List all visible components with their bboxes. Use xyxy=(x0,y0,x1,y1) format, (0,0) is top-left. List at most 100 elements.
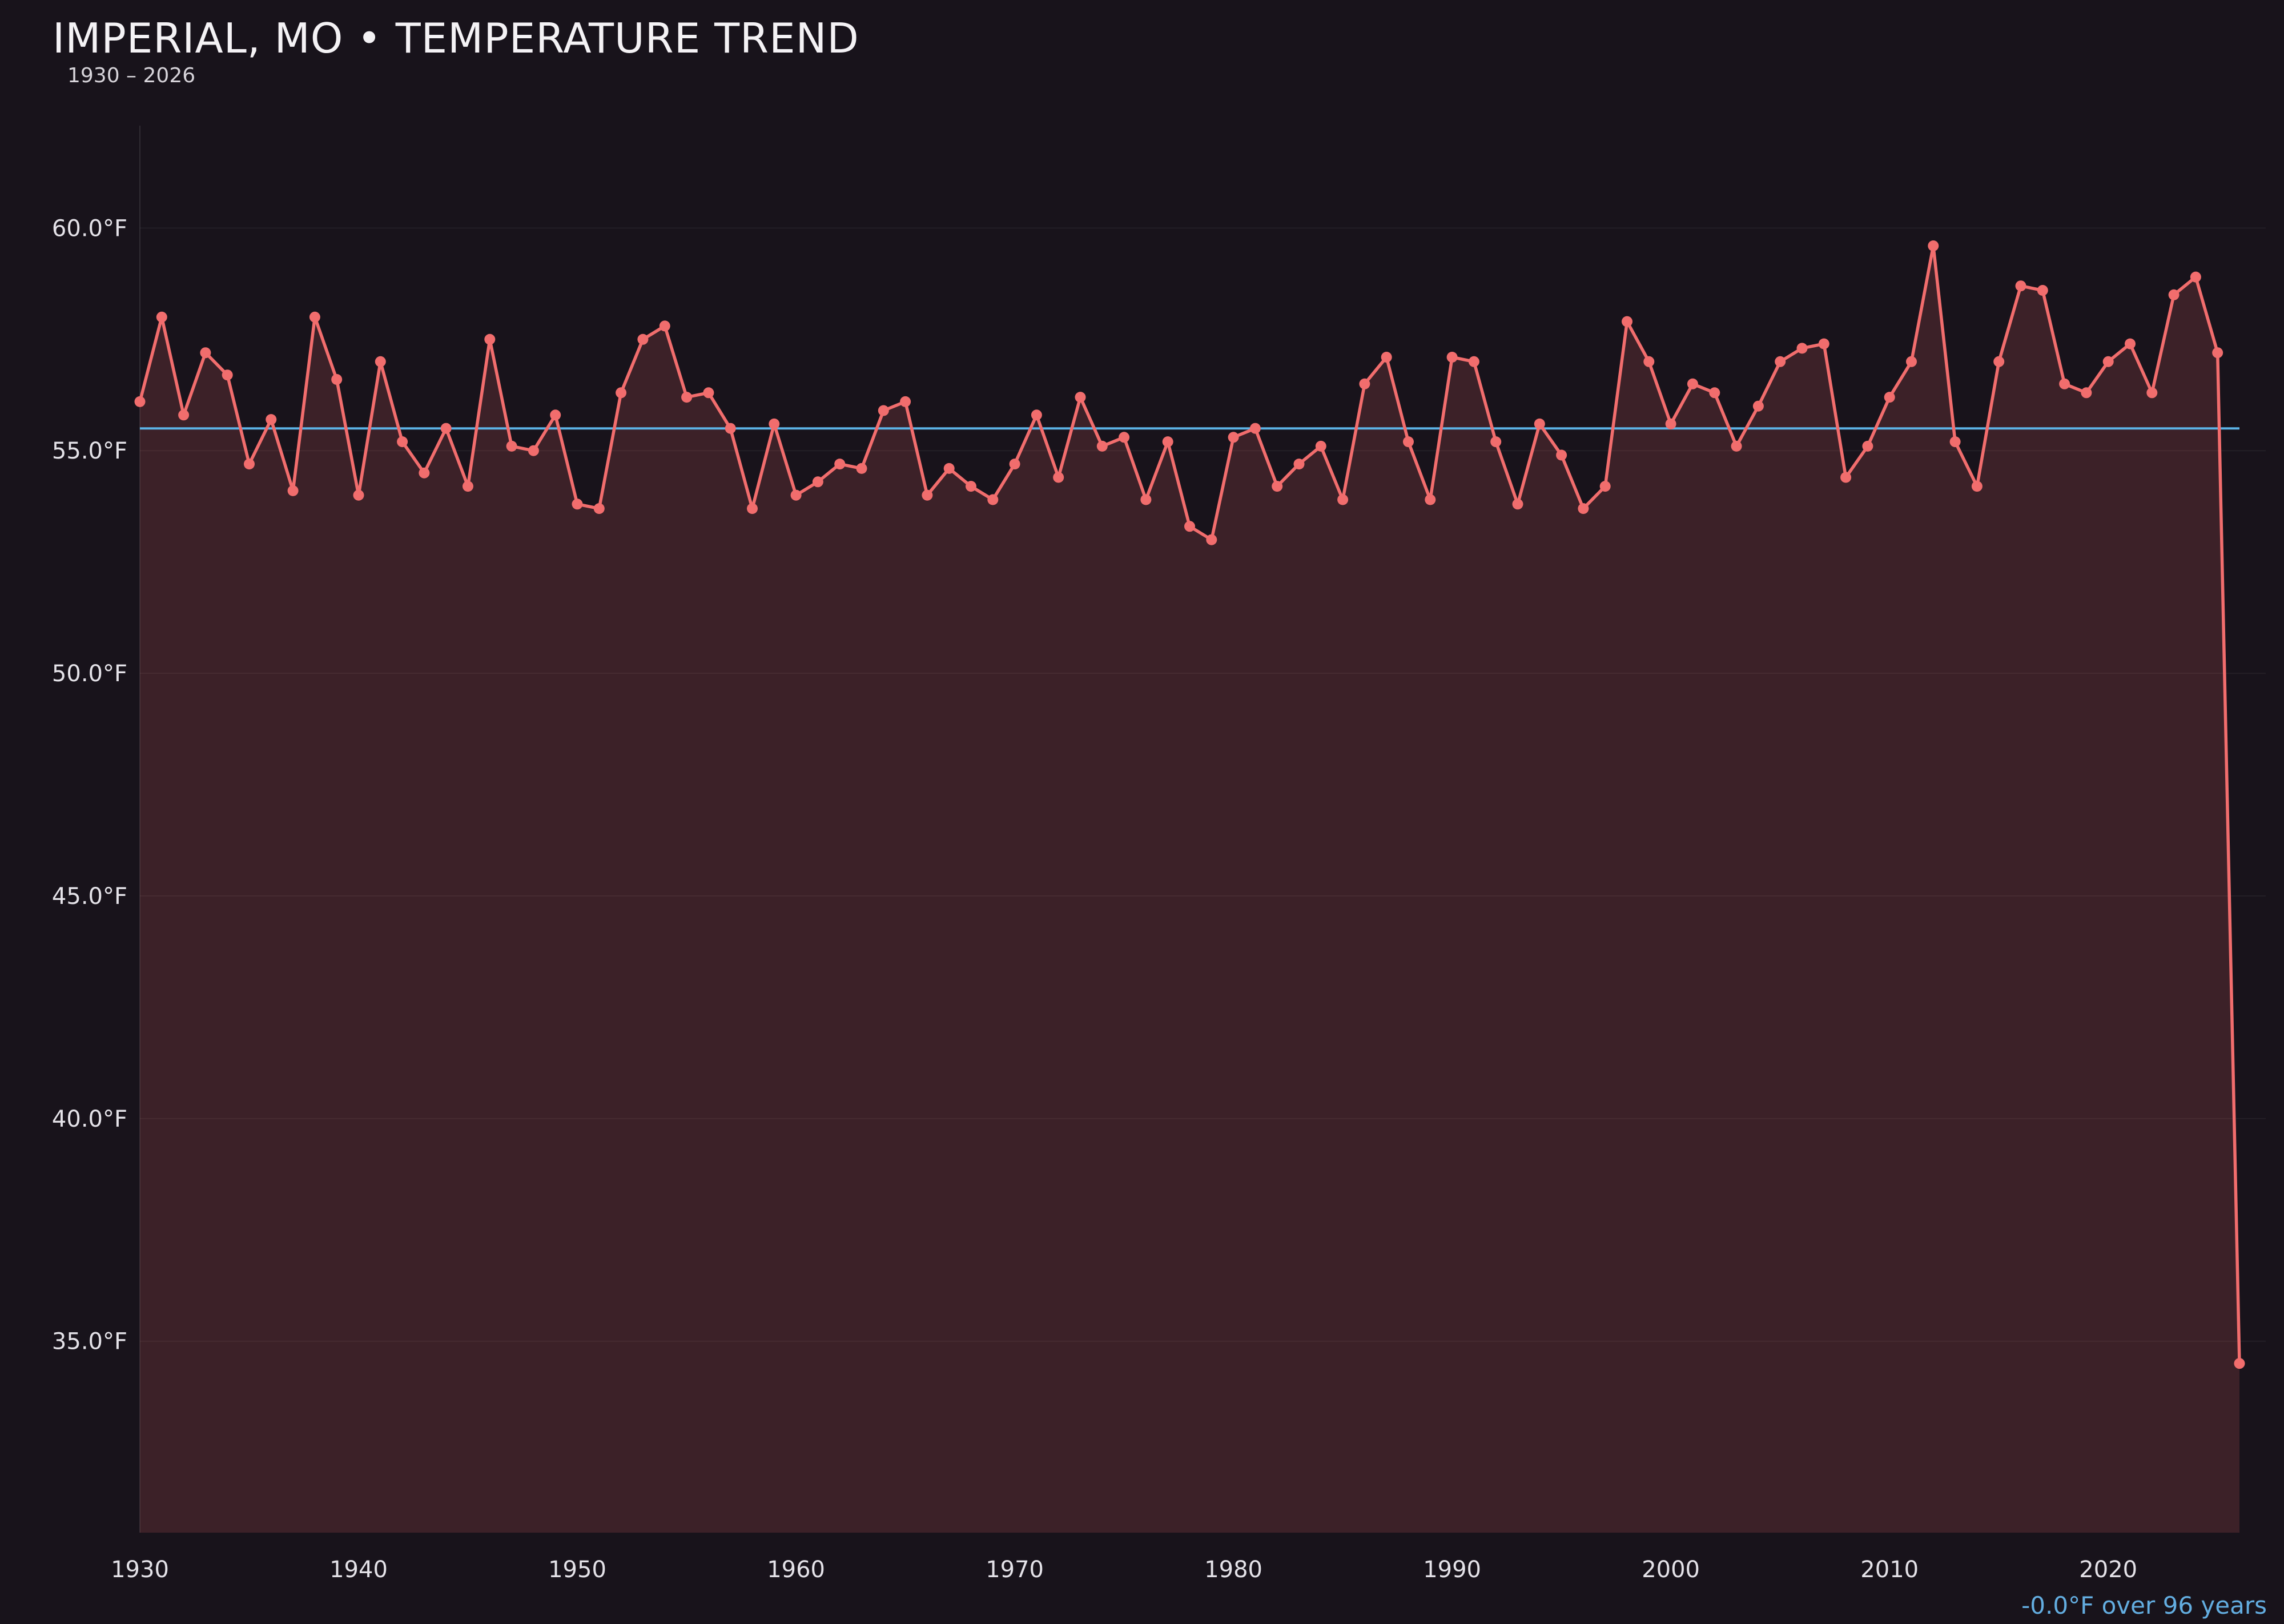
data-point xyxy=(353,489,364,501)
data-point xyxy=(659,320,670,332)
x-tick-label: 1990 xyxy=(1423,1557,1481,1583)
data-point xyxy=(1556,449,1567,461)
data-point xyxy=(1949,436,1961,448)
trend-annotation: -0.0°F over 96 years xyxy=(2021,1591,2267,1619)
data-point xyxy=(1665,418,1676,429)
data-point xyxy=(1249,423,1261,434)
data-point xyxy=(593,503,605,514)
y-tick-label: 60.0°F xyxy=(52,215,127,242)
data-point xyxy=(440,423,452,434)
data-point xyxy=(812,476,823,488)
data-point xyxy=(2037,285,2048,296)
data-point xyxy=(703,387,714,399)
data-point xyxy=(1818,338,1829,349)
data-point xyxy=(550,409,561,421)
data-point xyxy=(1687,378,1698,389)
data-point xyxy=(1775,356,1786,367)
data-point xyxy=(244,459,255,470)
data-point xyxy=(769,418,780,429)
data-point xyxy=(266,414,277,425)
data-point xyxy=(397,436,408,448)
data-point xyxy=(1731,440,1742,452)
x-tick-label: 1950 xyxy=(548,1557,606,1583)
data-point xyxy=(2190,271,2201,283)
data-point xyxy=(200,347,211,359)
data-point xyxy=(2015,280,2026,292)
data-point xyxy=(1315,440,1326,452)
data-point xyxy=(1381,352,1392,363)
data-point xyxy=(1009,459,1020,470)
data-point xyxy=(572,499,583,510)
data-point xyxy=(463,481,473,492)
data-point xyxy=(1490,436,1502,448)
data-point xyxy=(1403,436,1414,448)
data-point xyxy=(419,467,430,479)
data-point xyxy=(1228,432,1239,443)
data-point xyxy=(1140,494,1152,505)
data-point xyxy=(747,503,758,514)
x-tick-label: 1930 xyxy=(111,1557,169,1583)
data-point xyxy=(1031,409,1042,421)
data-point xyxy=(878,405,889,416)
data-point xyxy=(1643,356,1655,367)
data-point xyxy=(1578,503,1589,514)
y-tick-label: 45.0°F xyxy=(52,883,127,910)
y-tick-label: 55.0°F xyxy=(52,438,127,464)
data-point xyxy=(1468,356,1479,367)
data-point xyxy=(966,481,976,492)
data-point xyxy=(178,409,190,421)
data-point xyxy=(725,423,736,434)
data-point xyxy=(1622,316,1632,327)
data-point xyxy=(856,463,867,474)
data-point xyxy=(2212,347,2223,359)
data-point xyxy=(1796,343,1808,354)
data-point xyxy=(616,387,627,399)
y-tick-label: 35.0°F xyxy=(52,1329,127,1355)
data-point xyxy=(1119,432,1130,443)
data-point xyxy=(900,396,911,407)
data-point xyxy=(1993,356,2005,367)
data-point xyxy=(1709,387,1720,399)
data-point xyxy=(1534,418,1545,429)
data-point xyxy=(222,369,233,381)
x-tick-label: 1980 xyxy=(1204,1557,1262,1583)
data-point xyxy=(1884,392,1895,403)
x-tick-label: 1970 xyxy=(986,1557,1044,1583)
data-point xyxy=(922,489,933,501)
data-point xyxy=(790,489,802,501)
data-point xyxy=(1512,499,1523,510)
data-point xyxy=(2125,338,2136,349)
data-point xyxy=(1840,472,1852,483)
x-tick-label: 2000 xyxy=(1642,1557,1700,1583)
data-point xyxy=(1293,459,1305,470)
data-point xyxy=(309,311,320,323)
data-point xyxy=(1162,436,1173,448)
data-point xyxy=(331,374,343,385)
data-point xyxy=(1752,400,1764,412)
data-point xyxy=(484,333,496,345)
data-point xyxy=(2059,378,2070,389)
data-point xyxy=(1425,494,1436,505)
data-point xyxy=(1359,378,1370,389)
page-subtitle: 1930 – 2026 xyxy=(67,63,196,87)
data-point xyxy=(987,494,999,505)
data-point xyxy=(1053,472,1064,483)
x-tick-label: 2020 xyxy=(2079,1557,2137,1583)
data-point xyxy=(2168,289,2180,300)
data-point xyxy=(1446,352,1458,363)
data-point xyxy=(1272,481,1283,492)
data-point xyxy=(134,396,146,407)
y-tick-label: 50.0°F xyxy=(52,661,127,687)
chart-header: IMPERIAL, MO • TEMPERATURE TREND 1930 – … xyxy=(53,17,859,87)
data-point xyxy=(1599,481,1611,492)
series-area xyxy=(140,246,2239,1533)
data-point xyxy=(943,463,955,474)
data-point xyxy=(528,445,539,456)
page-title: IMPERIAL, MO • TEMPERATURE TREND xyxy=(53,14,859,62)
data-point xyxy=(2146,387,2158,399)
y-tick-label: 40.0°F xyxy=(52,1106,127,1132)
data-point xyxy=(681,392,693,403)
data-point xyxy=(1971,481,1983,492)
data-point xyxy=(1862,440,1873,452)
data-point xyxy=(1206,534,1217,545)
